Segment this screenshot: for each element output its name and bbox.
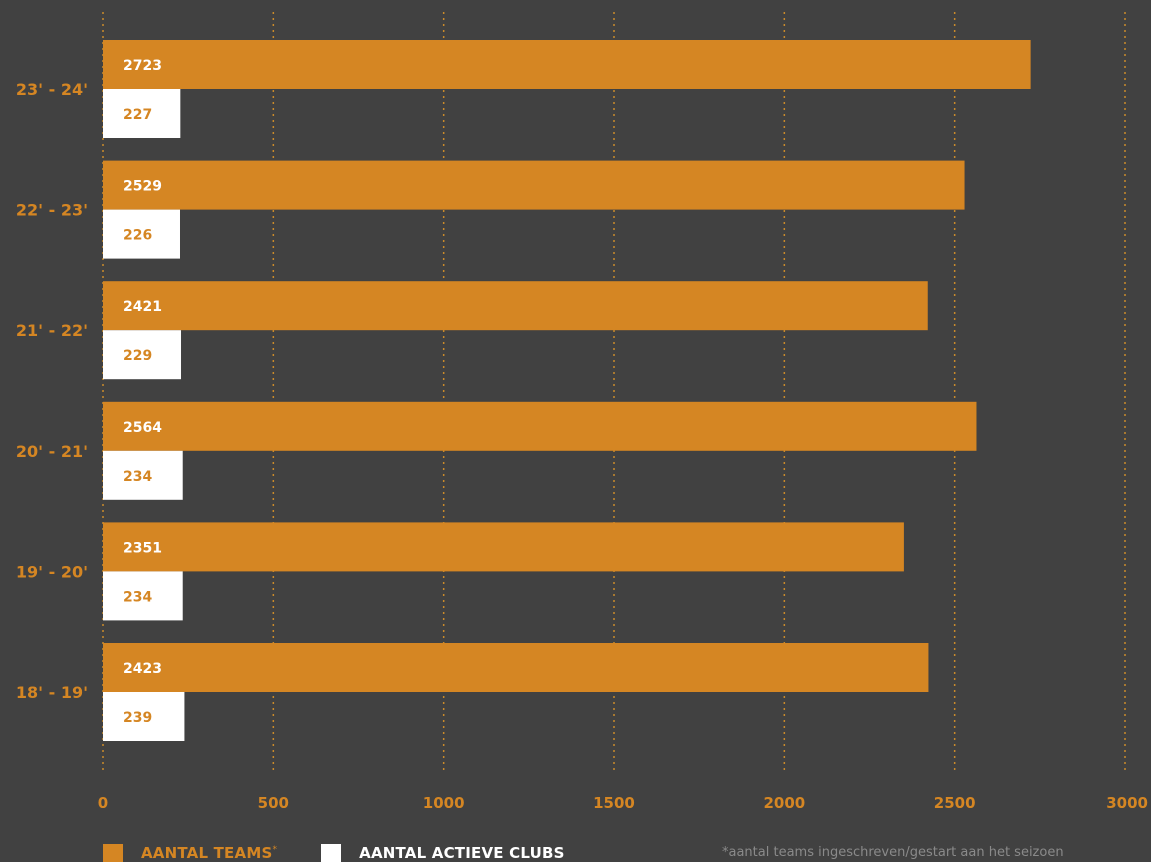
bar-teams-5 <box>103 643 929 692</box>
x-tick-label-500: 500 <box>258 794 289 812</box>
legend-teams-asterisk: * <box>272 845 278 855</box>
data-label-clubs-0: 227 <box>123 107 152 123</box>
bar-clubs-2 <box>103 330 182 380</box>
footnote: *aantal teams ingeschreven/gestart aan h… <box>722 845 1064 860</box>
data-label-teams-3: 2564 <box>123 420 162 436</box>
data-label-teams-2: 2421 <box>123 299 162 315</box>
bar-teams-2 <box>103 281 928 331</box>
data-label-clubs-3: 234 <box>123 469 152 485</box>
legend-swatch-teams <box>103 844 123 862</box>
bar-clubs-5 <box>103 692 185 741</box>
category-labels: 23' - 24' 22' - 23' 21' - 22' 20' - 21' 19' … <box>16 80 88 702</box>
legend-item-teams: AANTAL TEAMS* <box>103 844 277 862</box>
bar-teams-0 <box>103 40 1031 89</box>
x-tick-label-1000: 1000 <box>423 794 465 812</box>
legend-swatch-clubs <box>321 844 342 862</box>
bar-clubs-0 <box>103 89 181 138</box>
grid-lines <box>102 12 1126 770</box>
category-label-3: 20' - 21' <box>16 442 88 461</box>
bar-clubs-1 <box>103 209 180 259</box>
bars <box>103 40 1031 741</box>
category-label-5: 18' - 19' <box>16 683 88 702</box>
data-label-clubs-1: 226 <box>123 228 152 244</box>
legend-item-clubs: AANTAL ACTIEVE CLUBS <box>321 844 564 862</box>
legend-label-clubs: AANTAL ACTIEVE CLUBS <box>359 844 565 862</box>
category-label-2: 21' - 22' <box>16 321 88 340</box>
bar-clubs-4 <box>103 571 183 621</box>
data-label-teams-5: 2423 <box>123 661 162 677</box>
data-labels: 2723 227 2529 226 2421 229 2564 234 2351 234 2423 2… <box>123 58 162 726</box>
x-tick-labels: 0 500 1000 1500 2000 2500 3000 <box>98 794 1148 812</box>
x-tick-label-3000: 3000 <box>1106 794 1148 812</box>
x-tick-label-2500: 2500 <box>934 794 976 812</box>
data-label-teams-1: 2529 <box>123 179 162 195</box>
x-tick-label-0: 0 <box>98 794 108 812</box>
bar-teams-3 <box>103 401 977 451</box>
x-tick-label-2000: 2000 <box>763 794 805 812</box>
x-tick-label-1500: 1500 <box>593 794 635 812</box>
bar-teams-4 <box>103 522 904 572</box>
bar-clubs-3 <box>103 450 183 500</box>
bar-teams-1 <box>103 160 965 210</box>
data-label-teams-0: 2723 <box>123 58 162 74</box>
category-label-4: 19' - 20' <box>16 562 88 581</box>
legend-text-teams: AANTAL TEAMS <box>141 844 273 862</box>
category-label-0: 23' - 24' <box>16 80 88 99</box>
data-label-teams-4: 2351 <box>123 540 162 556</box>
data-label-clubs-5: 239 <box>123 710 152 726</box>
legend-label-teams: AANTAL TEAMS* <box>141 844 277 862</box>
data-label-clubs-4: 234 <box>123 589 152 605</box>
category-label-1: 22' - 23' <box>16 201 88 220</box>
data-label-clubs-2: 229 <box>123 348 152 364</box>
legend: AANTAL TEAMS* AANTAL ACTIEVE CLUBS <box>103 844 609 862</box>
